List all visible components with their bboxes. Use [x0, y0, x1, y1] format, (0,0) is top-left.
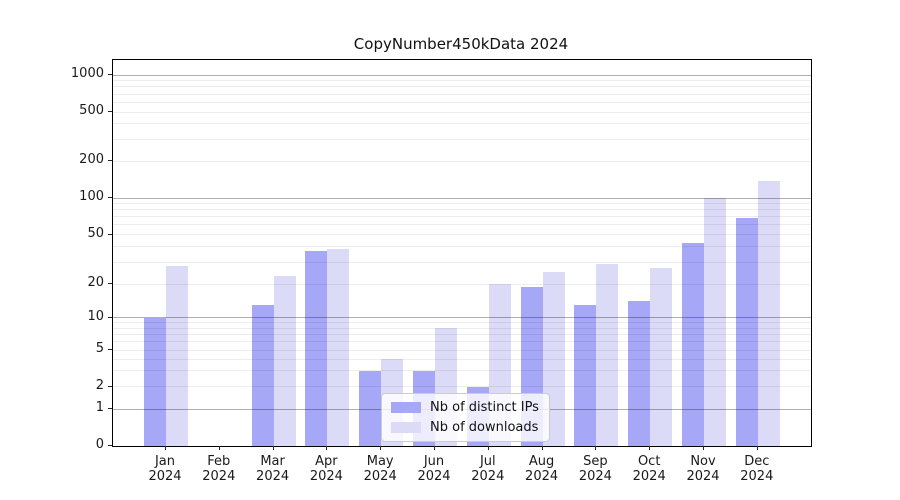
- legend: Nb of distinct IPs Nb of downloads: [381, 393, 550, 442]
- x-tick-label-jul: Jul 2024: [471, 454, 505, 484]
- y-tick-label-0: 0: [95, 437, 104, 452]
- bar-downloads-mar: [273, 276, 296, 446]
- bar-distinct-ips-nov: [682, 242, 704, 446]
- bar-downloads-apr: [327, 249, 350, 446]
- bar-downloads-oct: [650, 267, 673, 446]
- y-tick-label-200: 200: [79, 152, 104, 168]
- y-tick-label-100: 100: [79, 188, 104, 204]
- x-tick-label-dec: Dec 2024: [740, 454, 774, 484]
- y-tick-mark: [108, 110, 112, 112]
- x-tick-label-mar: Mar 2024: [256, 454, 290, 484]
- x-tick-mark-may: [380, 446, 382, 450]
- x-tick-label-nov: Nov 2024: [686, 454, 720, 484]
- chart-title: CopyNumber450kData 2024: [353, 35, 569, 53]
- bars-layer: [113, 60, 811, 446]
- bar-distinct-ips-dec: [735, 218, 758, 446]
- x-tick-mark-nov: [703, 446, 704, 450]
- x-tick-label-apr: Apr 2024: [309, 454, 343, 484]
- bar-distinct-ips-sep: [574, 304, 597, 446]
- legend-swatch-downloads: [391, 422, 421, 433]
- x-tick-mark-jan: [165, 446, 166, 450]
- legend-item-downloads: Nb of downloads: [391, 420, 539, 435]
- y-tick-label-5: 5: [95, 341, 104, 357]
- y-tick-mark: [108, 349, 112, 351]
- x-tick-mark-feb: [218, 446, 220, 450]
- y-tick-mark: [108, 385, 112, 387]
- x-tick-label-jan: Jan 2024: [148, 454, 182, 484]
- y-tick-mark: [108, 74, 112, 75]
- y-tick-label-1: 1: [95, 400, 104, 416]
- x-tick-label-oct: Oct 2024: [632, 454, 666, 484]
- y-tick-mark: [108, 282, 112, 284]
- plot-area: Nb of distinct IPs Nb of downloads: [112, 59, 812, 447]
- y-tick-label-2: 2: [95, 377, 104, 393]
- legend-swatch-distinct-ips: [391, 402, 421, 413]
- y-tick-mark: [108, 408, 112, 410]
- x-tick-label-sep: Sep 2024: [578, 454, 612, 484]
- y-tick-label-10: 10: [87, 308, 104, 324]
- bar-downloads-jan: [166, 265, 188, 446]
- y-tick-label-1000: 1000: [70, 66, 104, 81]
- x-tick-mark-dec: [756, 446, 758, 450]
- x-tick-mark-sep: [595, 446, 597, 450]
- legend-item-distinct-ips: Nb of distinct IPs: [391, 400, 539, 415]
- bar-downloads-dec: [757, 181, 780, 446]
- legend-label-distinct-ips: Nb of distinct IPs: [430, 400, 539, 415]
- bar-distinct-ips-apr: [305, 250, 328, 446]
- y-tick-mark: [108, 316, 112, 318]
- x-tick-mark-jul: [487, 446, 489, 450]
- bar-distinct-ips-mar: [251, 304, 274, 446]
- y-tick-mark: [108, 233, 112, 235]
- y-tick-label-50: 50: [87, 225, 104, 241]
- y-tick-label-20: 20: [87, 274, 104, 290]
- y-tick-mark: [108, 445, 112, 446]
- x-tick-mark-jun: [434, 446, 435, 450]
- y-tick-mark: [108, 160, 112, 162]
- bar-downloads-nov: [704, 198, 726, 446]
- x-tick-mark-aug: [541, 446, 543, 450]
- x-tick-mark-mar: [272, 446, 274, 450]
- x-tick-label-aug: Aug 2024: [525, 454, 559, 484]
- bar-distinct-ips-jan: [144, 317, 166, 446]
- bar-downloads-sep: [596, 263, 619, 446]
- x-tick-label-jun: Jun 2024: [417, 454, 451, 484]
- bar-distinct-ips-may: [359, 370, 382, 446]
- bar-distinct-ips-oct: [628, 301, 651, 446]
- legend-label-downloads: Nb of downloads: [430, 420, 539, 435]
- y-tick-label-500: 500: [79, 102, 104, 118]
- x-tick-label-feb: Feb 2024: [202, 454, 236, 484]
- x-tick-mark-apr: [326, 446, 328, 450]
- x-tick-mark-oct: [649, 446, 651, 450]
- y-tick-mark: [108, 196, 112, 198]
- x-tick-label-may: May 2024: [363, 454, 397, 484]
